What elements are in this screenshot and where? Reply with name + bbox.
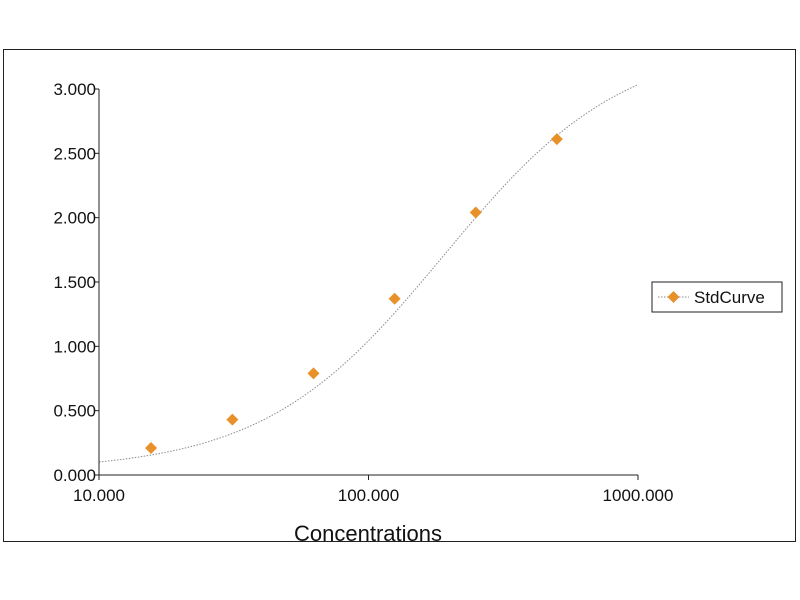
x-tick-label: 100.000 — [338, 486, 399, 505]
y-tick-label: 2.500 — [53, 144, 96, 163]
data-point — [388, 292, 401, 305]
y-tick-label: 2.000 — [53, 209, 96, 228]
y-tick-label: 3.000 — [53, 80, 96, 99]
fit-curve — [98, 84, 639, 463]
legend: StdCurve — [651, 281, 783, 313]
data-point — [469, 206, 482, 219]
y-tick-label: 1.000 — [53, 337, 96, 356]
x-tick-label: 1000.000 — [603, 486, 674, 505]
y-tick-label: 1.500 — [53, 273, 96, 292]
x-tick-label: 10.000 — [73, 486, 125, 505]
y-tick-label: 0.500 — [53, 402, 96, 421]
chart-frame: 0.000 0.500 1.000 1.500 2.000 2.500 3.000 10.00… — [3, 49, 796, 542]
chart: 0.000 0.500 1.000 1.500 2.000 2.500 3.000 10.00… — [53, 80, 783, 541]
data-point — [226, 413, 239, 426]
data-point — [145, 441, 158, 454]
x-axis-title: Concentrations — [294, 521, 442, 541]
y-tick-label: 0.000 — [53, 466, 96, 485]
legend-marker — [667, 291, 680, 303]
data-point — [307, 367, 320, 380]
legend-label: StdCurve — [694, 288, 765, 307]
data-point — [550, 133, 563, 146]
